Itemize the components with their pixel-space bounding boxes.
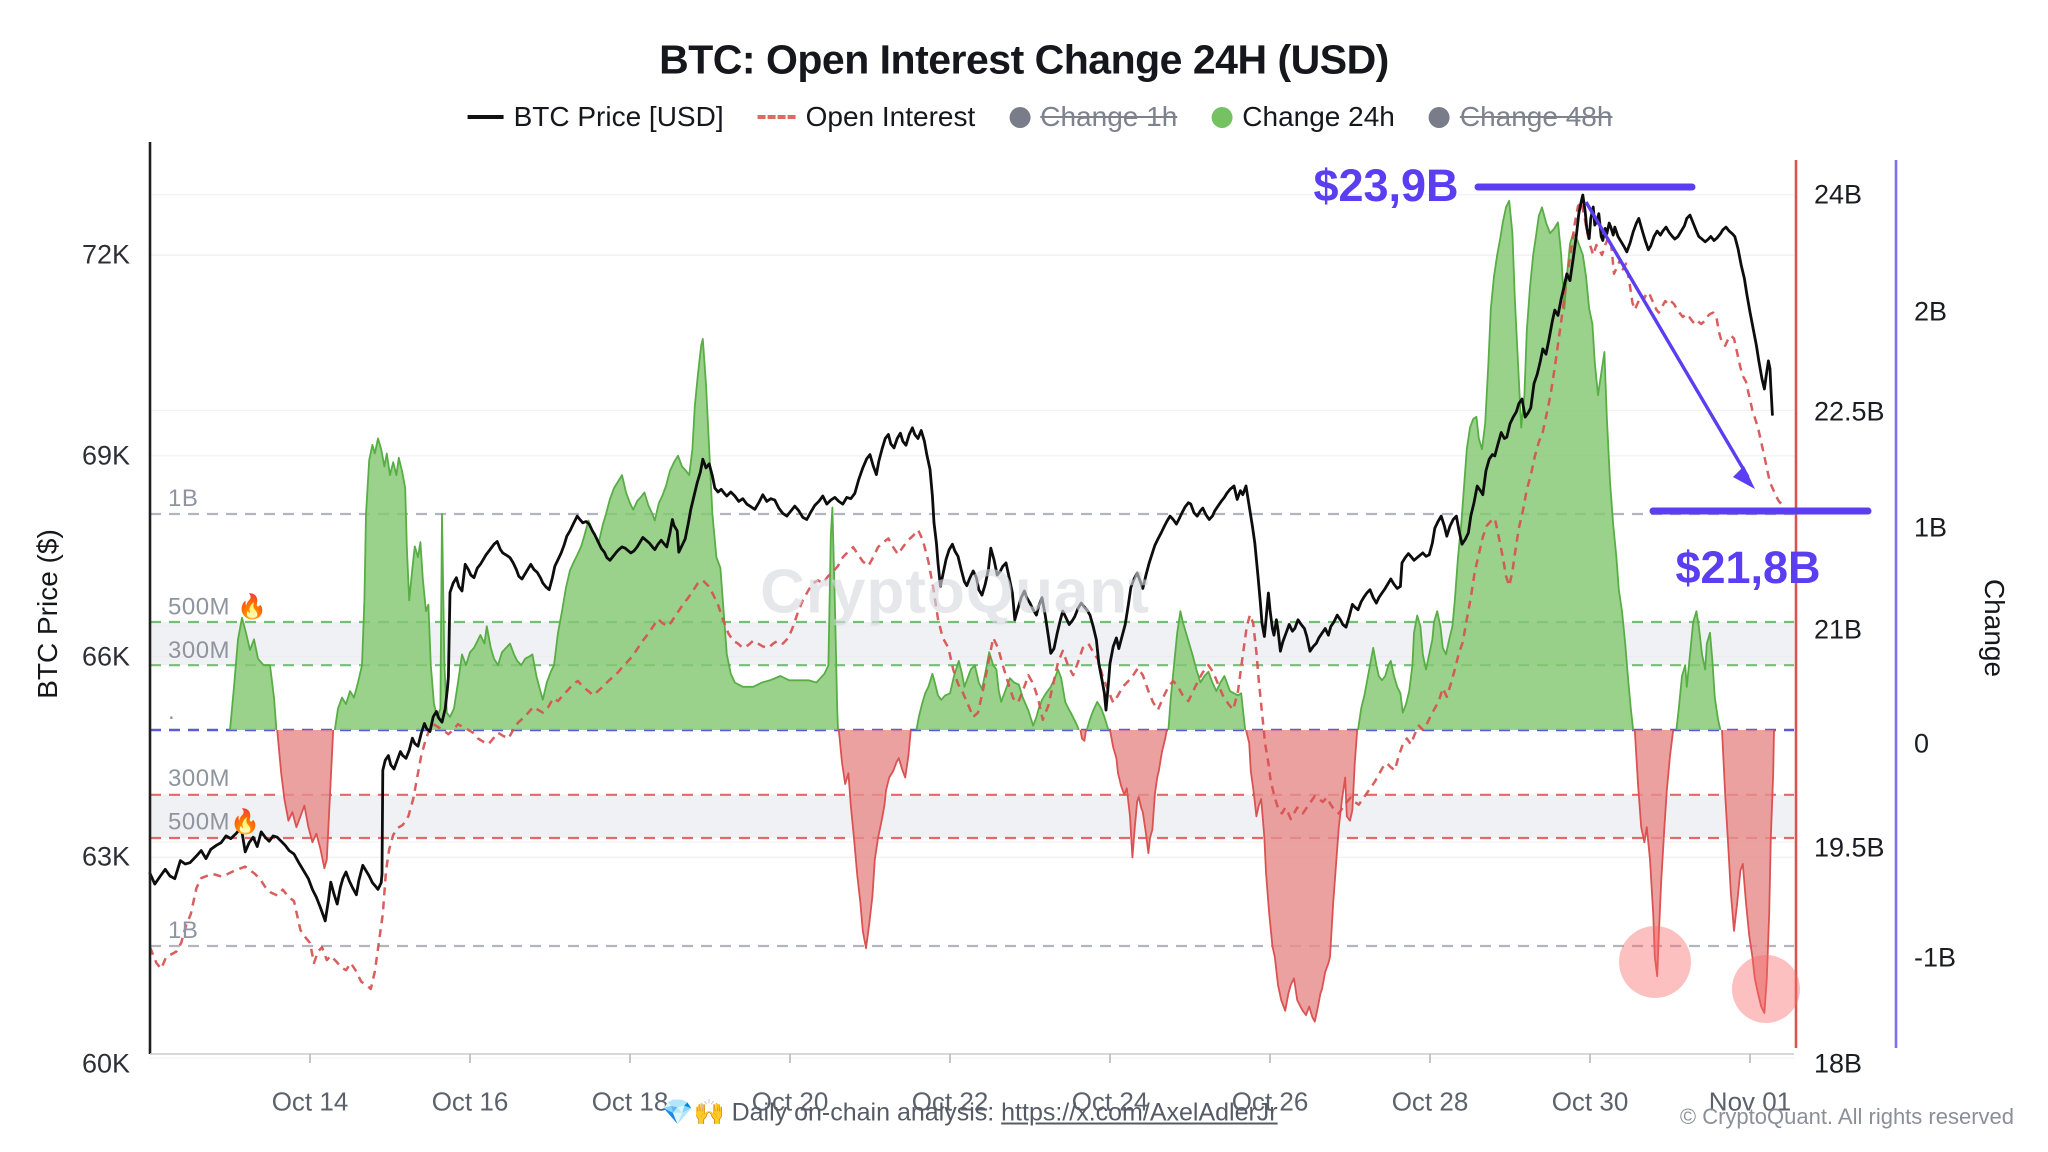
annotation-trough-oi: $21,8B [1675, 542, 1821, 593]
legend-item-change-48h[interactable]: Change 48h [1428, 101, 1613, 133]
legend-label: Change 1h [1040, 101, 1178, 132]
x-tick-nov01: Nov 01 [1708, 1086, 1792, 1117]
annotation-peak-oi: $23,9B [1313, 160, 1459, 211]
circle-marker-icon [1428, 106, 1450, 128]
oi-tick-18b: 18B [1814, 1048, 1863, 1079]
guide-text: 500M [168, 808, 231, 836]
legend-label: BTC Price [USD] [513, 101, 724, 132]
line-marker-icon [467, 115, 504, 119]
x-tick-oct28: Oct 28 [1391, 1086, 1469, 1117]
change-axis-title: Change [1979, 578, 2010, 678]
highlight-circle-2 [1732, 955, 1800, 1023]
x-tick-oct14: Oct 14 [271, 1086, 349, 1117]
copyright-notice: © CryptoQuant. All rights reserved [1679, 1104, 2014, 1129]
change-tick-2b: 2B [1914, 296, 1948, 327]
oi-tick-22-5b: 22.5B [1814, 396, 1885, 427]
change-tick-0: 0 [1914, 728, 1930, 759]
oi-line [148, 200, 1784, 991]
guide-label-plus-300m: 300M [168, 637, 230, 665]
x-tick-oct18: Oct 18 [591, 1086, 669, 1117]
price-axis-title: BTC Price ($) [32, 529, 63, 699]
guide-label-plus-500m: 500M 🔥 [168, 593, 268, 622]
guide-text: 1B [168, 917, 199, 944]
price-tick-69k: 69K [81, 440, 130, 471]
guide-label-plus-1b: 1B [168, 485, 198, 513]
legend-item-btc-price[interactable]: BTC Price [USD] [467, 101, 724, 133]
footer-note: 💎🙌 Daily on-chain analysis: https://x.co… [662, 1099, 1277, 1128]
change-tick-neg1b: -1B [1914, 942, 1957, 973]
author-link[interactable]: https://x.com/AxelAdlerJr [1001, 1098, 1278, 1127]
guide-label-minus-300m: 300M [168, 765, 230, 793]
raised-hands-icon: 🙌 [693, 1098, 725, 1127]
price-tick-72k: 72K [81, 239, 130, 270]
guide-label-minus-1b: 1B [168, 917, 198, 945]
highlight-circle-1 [1619, 926, 1691, 998]
page-title: BTC: Open Interest Change 24H (USD) [659, 36, 1389, 83]
change-tick-1b: 1B [1914, 512, 1948, 543]
guide-text: 1B [168, 485, 199, 512]
fire-icon: 🔥 [230, 593, 268, 621]
price-tick-60k: 60K [81, 1048, 130, 1079]
price-tick-66k: 66K [81, 641, 130, 672]
guide-text: 300M [168, 637, 231, 664]
x-tick-oct26: Oct 26 [1231, 1086, 1309, 1117]
guide-text: 300M [168, 765, 231, 792]
legend-item-change-24h[interactable]: Change 24h [1211, 101, 1395, 133]
oi-tick-24b: 24B [1814, 179, 1863, 210]
gem-icon: 💎 [662, 1098, 694, 1127]
x-tick-oct20: Oct 20 [751, 1086, 829, 1117]
x-tick-oct30: Oct 30 [1551, 1086, 1629, 1117]
guide-label-zero-dot: . [168, 698, 175, 726]
fire-icon: 🔥 [230, 808, 261, 836]
circle-marker-icon [1009, 106, 1031, 128]
legend-label: Open Interest [805, 101, 976, 132]
x-tick-oct22: Oct 22 [911, 1086, 989, 1117]
guide-text: . [168, 698, 176, 725]
legend-item-change-1h[interactable]: Change 1h [1009, 101, 1177, 133]
legend-label: Change 48h [1459, 101, 1613, 132]
circle-marker-icon [1211, 106, 1233, 128]
price-line [148, 193, 1774, 923]
x-tick-oct16: Oct 16 [431, 1086, 509, 1117]
footer-text: Daily on-chain analysis: [724, 1098, 1002, 1127]
legend-label: Change 24h [1242, 101, 1395, 132]
price-tick-63k: 63K [81, 841, 130, 872]
watermark: CryptoQuant [760, 557, 1150, 627]
oi-tick-19-5b: 19.5B [1814, 832, 1885, 863]
guide-text: 500M [168, 593, 231, 621]
guide-label-minus-500m: 500M🔥 [168, 808, 260, 837]
dashed-line-marker-icon [757, 115, 796, 119]
legend: BTC Price [USD] Open Interest Change 1h … [467, 101, 1613, 133]
legend-item-open-interest[interactable]: Open Interest [757, 101, 976, 133]
x-tick-oct24: Oct 24 [1071, 1086, 1149, 1117]
oi-tick-21b: 21B [1814, 614, 1863, 645]
